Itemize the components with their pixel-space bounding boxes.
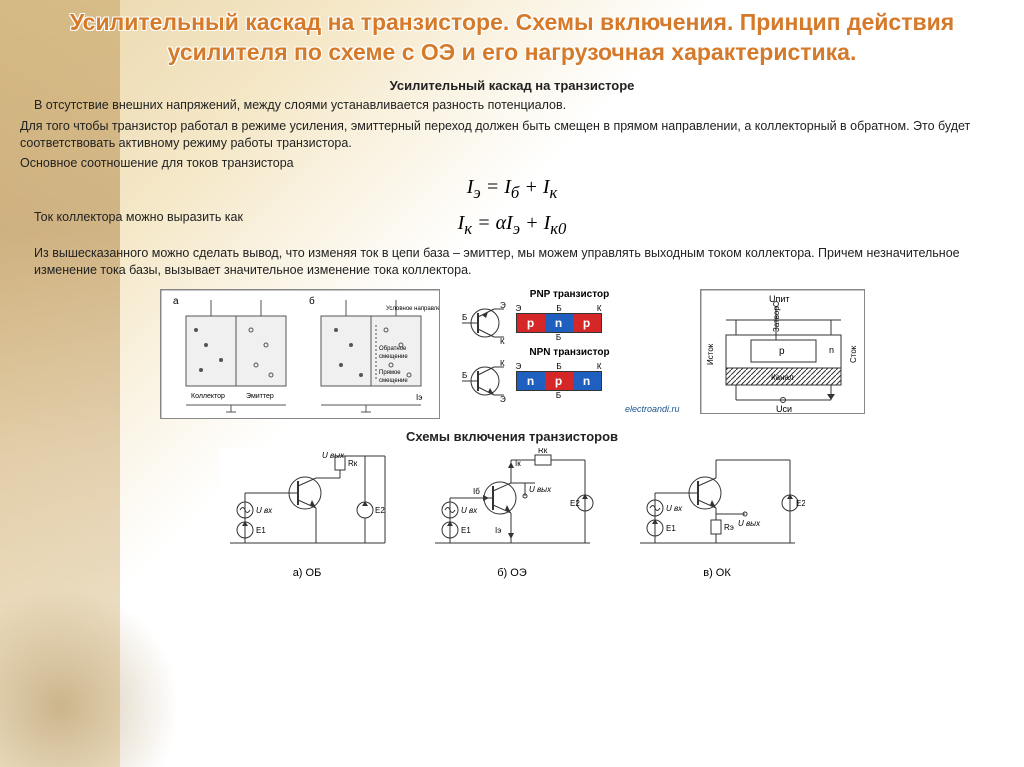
diagrams-row-1: а б Коллектор Эмиттер xyxy=(20,289,1004,419)
transistor-types-diagram: PNP транзистор Б Э К Э Б К xyxy=(460,289,680,414)
svg-text:U вх: U вх xyxy=(256,506,273,515)
circuit-ob-label: а) ОБ xyxy=(220,567,395,579)
svg-text:Uси: Uси xyxy=(776,404,792,414)
circuits-row: Rк U вых U вх E1 E2 xyxy=(20,448,1004,579)
svg-text:E1: E1 xyxy=(461,526,471,535)
circuit-ob-svg: Rк U вых U вх E1 E2 xyxy=(220,448,395,558)
label-a: а xyxy=(173,296,179,307)
svg-text:Условное направление тока: Условное направление тока xyxy=(386,306,440,312)
label-b: б xyxy=(309,295,315,307)
svg-text:Канал: Канал xyxy=(771,373,794,382)
formula-block: Iэ = Iб + Iк xyxy=(20,176,1004,203)
svg-text:Коллектор: Коллектор xyxy=(191,393,225,400)
circuit-ok: Rэ U вых U вх E1 E2 в) ОК xyxy=(630,448,805,579)
svg-text:смещение: смещение xyxy=(379,378,408,384)
npn-title: NPN транзистор xyxy=(460,347,680,358)
svg-text:E2: E2 xyxy=(570,499,580,508)
paragraph-3: Основное соотношение для токов транзисто… xyxy=(20,155,1004,172)
svg-text:Обратное: Обратное xyxy=(379,346,407,352)
svg-text:Эмиттер: Эмиттер xyxy=(246,393,274,400)
circuit-ok-label: в) ОК xyxy=(630,567,805,579)
svg-text:U вых: U вых xyxy=(738,519,761,528)
slide-title: Усилительный каскад на транзисторе. Схем… xyxy=(20,8,1004,68)
svg-text:смещение: смещение xyxy=(379,354,408,360)
fet-diagram: Uпит p n Исток Затвор Сток Канал xyxy=(700,289,865,414)
circuit-oe: Iб Iк Rк U вых Iэ xyxy=(425,448,600,579)
svg-text:Сток: Сток xyxy=(849,345,858,363)
svg-text:К: К xyxy=(500,360,505,368)
circuit-ok-svg: Rэ U вых U вх E1 E2 xyxy=(630,448,805,558)
svg-text:Iб: Iб xyxy=(473,487,480,496)
svg-text:Uпит: Uпит xyxy=(769,294,790,304)
svg-text:Исток: Исток xyxy=(706,343,715,365)
svg-text:К: К xyxy=(500,337,505,344)
paragraph-2: Для того чтобы транзистор работал в режи… xyxy=(20,118,1004,152)
svg-text:Прямое: Прямое xyxy=(379,370,401,376)
section-subtitle: Усилительный каскад на транзисторе xyxy=(20,78,1004,93)
svg-text:U вх: U вх xyxy=(461,506,478,515)
svg-text:Э: Э xyxy=(500,395,506,402)
svg-text:Iэ: Iэ xyxy=(416,393,422,402)
svg-text:E2: E2 xyxy=(375,506,385,515)
svg-text:E1: E1 xyxy=(666,524,676,533)
svg-text:Rк: Rк xyxy=(538,448,548,455)
pnp-symbol: Б Э К xyxy=(460,302,510,344)
svg-text:Б: Б xyxy=(462,371,467,380)
svg-text:Rэ: Rэ xyxy=(724,523,734,532)
paragraph-5: Из вышесказанного можно сделать вывод, ч… xyxy=(20,245,1004,279)
svg-text:U вх: U вх xyxy=(666,504,683,513)
section-2-title: Схемы включения транзисторов xyxy=(20,429,1004,444)
svg-text:Затвор: Затвор xyxy=(772,306,781,332)
svg-text:U вых: U вых xyxy=(529,485,552,494)
circuit-ob: Rк U вых U вх E1 E2 xyxy=(220,448,395,579)
svg-text:E1: E1 xyxy=(256,526,266,535)
circuit-oe-label: б) ОЭ xyxy=(425,567,600,579)
paragraph-1: В отсутствие внешних напряжений, между с… xyxy=(20,97,1004,114)
junction-diagram: а б Коллектор Эмиттер xyxy=(160,289,440,419)
pnp-title: PNP транзистор xyxy=(460,289,680,300)
svg-text:E2: E2 xyxy=(796,499,805,508)
npn-symbol: Б К Э xyxy=(460,360,510,402)
source-link: electroandi.ru xyxy=(460,404,680,414)
formula-1: Iэ = Iб + Iк xyxy=(20,176,1004,203)
svg-text:Rк: Rк xyxy=(348,459,358,468)
circuit-oe-svg: Iб Iк Rк U вых Iэ xyxy=(425,448,600,558)
svg-text:Б: Б xyxy=(462,313,467,322)
svg-text:Э: Э xyxy=(500,302,506,310)
background-shape xyxy=(0,567,200,767)
svg-text:n: n xyxy=(829,345,834,355)
pnp-structure: p n p xyxy=(516,313,602,333)
slide-content: Усилительный каскад на транзисторе. Схем… xyxy=(0,0,1024,587)
svg-text:p: p xyxy=(779,346,785,357)
svg-text:U вых: U вых xyxy=(322,451,345,460)
npn-structure: n p n xyxy=(516,371,602,391)
svg-text:Iэ: Iэ xyxy=(495,526,501,535)
